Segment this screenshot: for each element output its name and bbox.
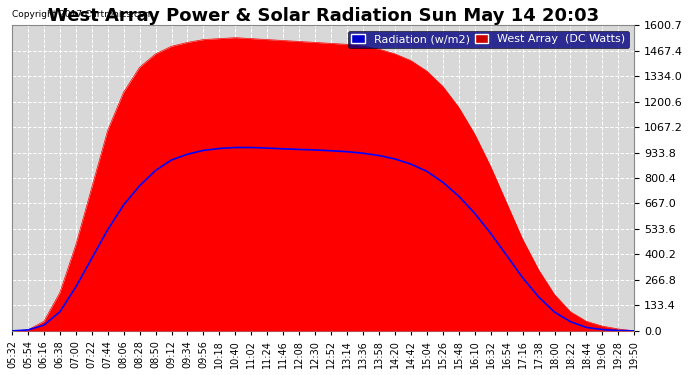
Text: Copyright 2017 Cartronics.com: Copyright 2017 Cartronics.com [12, 10, 153, 19]
Title: West Array Power & Solar Radiation Sun May 14 20:03: West Array Power & Solar Radiation Sun M… [48, 7, 599, 25]
Legend: Radiation (w/m2), West Array  (DC Watts): Radiation (w/m2), West Array (DC Watts) [348, 31, 629, 48]
